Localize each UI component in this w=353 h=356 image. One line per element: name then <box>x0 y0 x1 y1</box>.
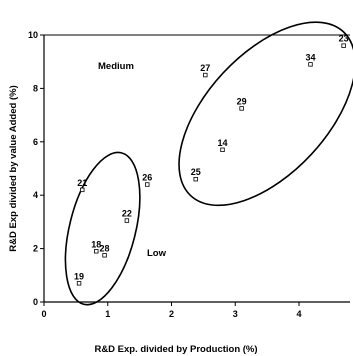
data-point-label: 34 <box>305 52 315 62</box>
data-point <box>145 182 150 187</box>
region-label-medium: Medium <box>98 61 134 72</box>
y-axis-title: R&D Exp divided by value Added (%) <box>8 85 19 251</box>
data-points <box>76 43 346 286</box>
data-point <box>80 187 85 193</box>
data-point-label: 29 <box>237 96 247 106</box>
y-tick-label: 6 <box>33 137 38 147</box>
y-tick-label: 2 <box>33 244 38 254</box>
data-point <box>102 253 107 258</box>
data-point <box>239 106 244 111</box>
data-point <box>203 72 208 78</box>
x-axis-title: R&D Exp. divided by Production (%) <box>94 344 257 355</box>
data-point-label: 28 <box>100 243 110 253</box>
data-point <box>124 218 130 223</box>
y-tick-label: 8 <box>33 83 38 93</box>
data-point-label: 23 <box>339 34 349 44</box>
data-point-label: 22 <box>122 209 132 219</box>
y-tick-label: 10 <box>28 30 38 40</box>
x-tick-label: 0 <box>41 309 46 319</box>
x-tick-label: 1 <box>105 309 110 319</box>
data-point-label: 19 <box>74 271 84 281</box>
data-point <box>76 281 82 286</box>
data-point <box>193 176 198 182</box>
data-point <box>220 147 225 153</box>
data-point-label: 18 <box>91 239 101 249</box>
data-point <box>308 62 313 67</box>
x-tick-label: 2 <box>169 309 174 319</box>
axes <box>40 34 350 306</box>
cluster-ellipses <box>64 21 353 306</box>
x-tick-label: 4 <box>296 309 301 319</box>
region-label-low: Low <box>147 248 167 259</box>
data-point <box>341 43 346 48</box>
x-tick-label: 3 <box>233 309 238 319</box>
data-point-label: 26 <box>142 173 152 183</box>
data-point <box>94 249 99 254</box>
y-tick-label: 0 <box>33 297 38 307</box>
data-point-label: 27 <box>200 63 210 73</box>
medium-cluster-ellipse <box>178 21 353 207</box>
data-point-label: 25 <box>191 167 201 177</box>
data-point-label: 14 <box>217 138 227 148</box>
y-tick-label: 4 <box>33 190 38 200</box>
data-point-label: 21 <box>77 178 87 188</box>
low-cluster-ellipse <box>64 151 141 306</box>
